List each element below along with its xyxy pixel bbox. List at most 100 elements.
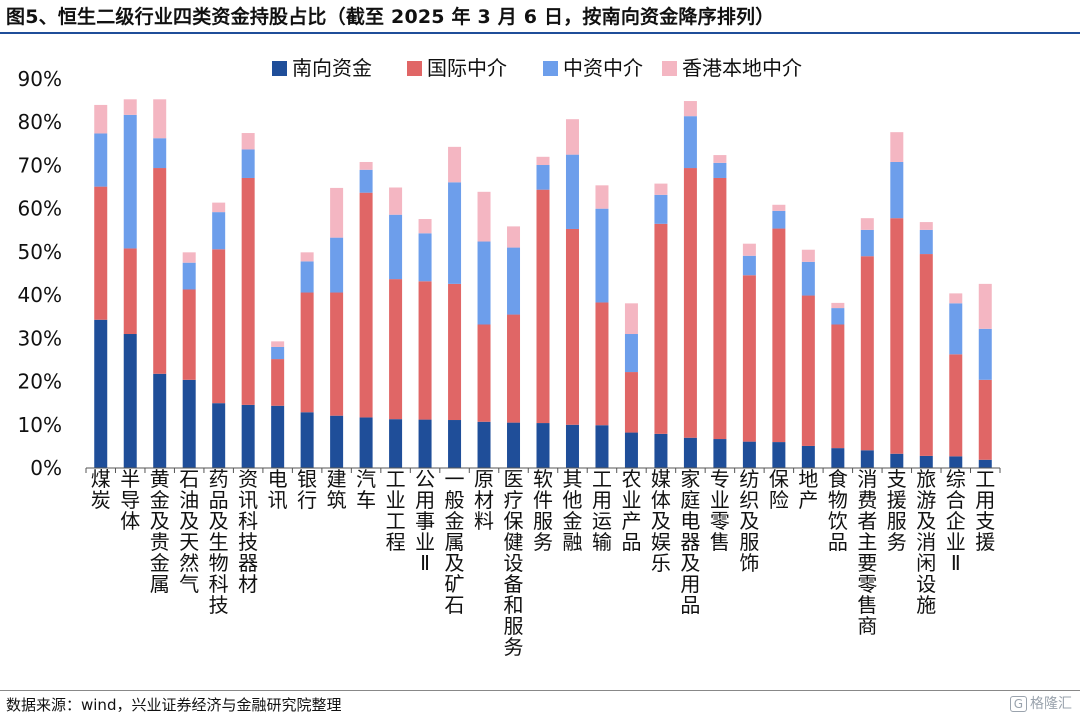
bar-segment-3 <box>418 233 432 282</box>
bar-segment-2 <box>182 289 196 380</box>
bar-segment-2 <box>359 192 373 418</box>
bar-segment-4 <box>565 119 579 155</box>
x-tick-label: 电讯 <box>268 467 288 512</box>
bar-segment-2 <box>477 324 491 422</box>
bar-segment-3 <box>359 169 373 193</box>
bar-segment-1 <box>890 453 904 468</box>
bar-segment-1 <box>330 415 344 468</box>
bar-segment-2 <box>860 256 874 451</box>
bar-segment-2 <box>123 248 137 335</box>
x-tick-label: 医疗保健设备和服务 <box>504 467 524 659</box>
legend-swatch <box>407 61 422 76</box>
x-tick-label: 媒体及娱乐 <box>651 467 671 575</box>
bar-segment-3 <box>801 261 815 296</box>
bar-segment-1 <box>153 373 167 468</box>
bar-segment-2 <box>890 218 904 454</box>
bar-segment-2 <box>507 314 521 423</box>
bar-segment-1 <box>182 379 196 468</box>
bar-segment-4 <box>389 187 403 215</box>
bar-segment-3 <box>536 165 550 190</box>
bar-segment-1 <box>300 412 314 468</box>
bar-segment-1 <box>389 419 403 468</box>
bar-segment-3 <box>624 334 638 373</box>
x-tick-label: 公用事业 Ⅱ <box>415 467 435 575</box>
bar-segment-4 <box>860 218 874 230</box>
bar-segment-4 <box>801 249 815 262</box>
bar-segment-3 <box>595 208 609 303</box>
bar-segment-3 <box>448 182 462 284</box>
bar-segment-1 <box>919 455 933 468</box>
bar-segment-2 <box>654 223 668 434</box>
x-tick-label: 软件服务 <box>533 467 553 554</box>
bar-segment-1 <box>860 450 874 468</box>
bar-segment-1 <box>212 403 226 468</box>
bar-segment-2 <box>389 279 403 420</box>
bar-segment-1 <box>624 432 638 468</box>
bar-segment-3 <box>94 133 108 187</box>
bar-segment-2 <box>742 275 756 442</box>
bar-segment-4 <box>94 104 108 134</box>
x-tick-label: 地产 <box>798 467 818 512</box>
bar-segment-2 <box>565 228 579 425</box>
bar-segment-4 <box>595 185 609 209</box>
bar-segment-4 <box>831 302 845 309</box>
bar-segment-4 <box>271 341 285 347</box>
bar-segment-1 <box>271 405 285 468</box>
bar-segment-1 <box>801 445 815 468</box>
bar-segment-4 <box>624 303 638 335</box>
bar-segment-4 <box>978 283 992 329</box>
bar-segment-4 <box>123 99 137 115</box>
x-tick-label: 原材料 <box>474 467 494 533</box>
bar-segment-2 <box>978 379 992 460</box>
x-tick-label: 煤炭 <box>91 467 111 512</box>
bar-segment-1 <box>507 422 521 468</box>
y-tick-label: 20% <box>18 370 62 394</box>
bar-segment-3 <box>831 308 845 325</box>
bar-segment-3 <box>153 138 167 169</box>
bar-segment-2 <box>801 295 815 446</box>
bars <box>94 99 992 468</box>
bar-segment-3 <box>212 212 226 250</box>
bar-segment-1 <box>595 425 609 468</box>
stacked-bar-chart: 南向资金 国际中介 中资中介 香港本地中介 0% 10% 20% 30% 40% 50% 60% 7… <box>18 56 1001 659</box>
x-tick-label: 银行 <box>297 467 317 512</box>
x-tick-label: 工业工程 <box>386 467 406 554</box>
bar-segment-4 <box>742 243 756 256</box>
x-tick-label: 综合企业 Ⅱ <box>946 467 966 575</box>
bar-segment-1 <box>654 433 668 468</box>
bar-segment-1 <box>536 423 550 468</box>
legend-swatch <box>662 61 677 76</box>
x-tick-label: 工用支援 <box>975 467 995 554</box>
bar-segment-3 <box>507 247 521 315</box>
x-tick-label: 黄金及贵金属 <box>150 467 170 596</box>
bar-segment-2 <box>94 186 108 320</box>
bar-segment-4 <box>182 252 196 263</box>
chart-title: 图5、恒生二级行业四类资金持股占比（截至 2025 年 3 月 6 日，按南向资… <box>6 6 775 28</box>
bar-segment-4 <box>448 146 462 183</box>
y-tick-label: 60% <box>18 197 62 221</box>
bar-segment-3 <box>654 194 668 224</box>
x-tick-label: 支援服务 <box>887 467 907 554</box>
x-tick-label: 消费者主要零售商 <box>857 467 877 638</box>
y-tick-label: 90% <box>18 67 62 91</box>
watermark: G 格隆汇 <box>1009 693 1072 713</box>
bar-segment-1 <box>978 459 992 468</box>
bar-segment-4 <box>507 226 521 248</box>
legend-swatch <box>543 61 558 76</box>
legend-label: 国际中介 <box>427 56 507 80</box>
bar-segment-2 <box>772 228 786 443</box>
bar-segment-2 <box>683 168 697 438</box>
bar-segment-3 <box>890 161 904 219</box>
bar-segment-1 <box>94 319 108 468</box>
x-tick-label: 食物饮品 <box>828 467 848 554</box>
legend-label: 中资中介 <box>563 56 643 80</box>
bar-segment-2 <box>300 292 314 413</box>
bar-segment-4 <box>654 183 668 195</box>
bar-segment-4 <box>300 252 314 262</box>
bar-segment-1 <box>418 419 432 468</box>
bar-segment-2 <box>271 359 285 406</box>
bar-segment-3 <box>683 116 697 169</box>
bar-segment-4 <box>949 293 963 304</box>
bar-segment-1 <box>713 439 727 468</box>
bar-segment-3 <box>477 241 491 325</box>
